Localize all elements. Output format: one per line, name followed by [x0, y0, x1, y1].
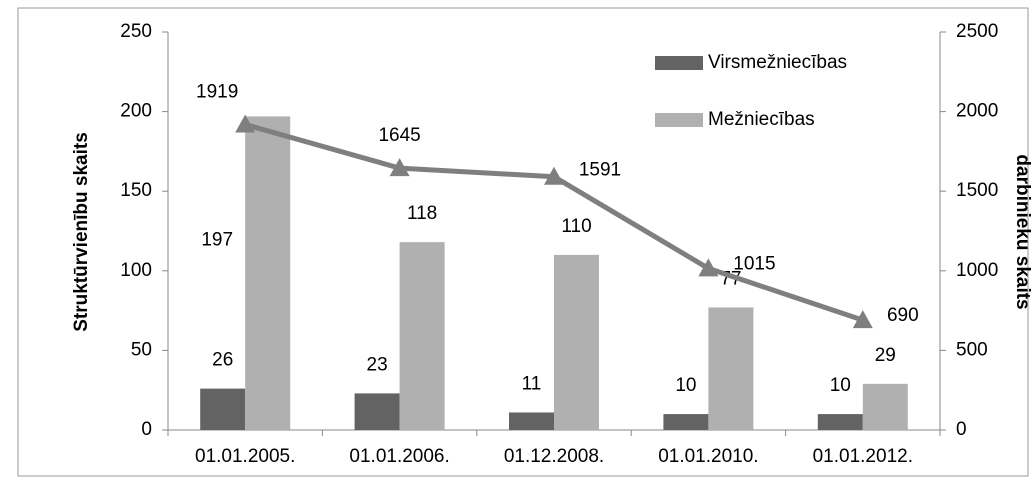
legend-label: Mežniecības	[708, 109, 815, 130]
y2-tick-label: 1000	[956, 260, 998, 281]
data-label: 1015	[733, 253, 775, 274]
bar	[354, 393, 400, 430]
line-marker	[235, 114, 256, 133]
x-tick-label: 01.01.2005.	[195, 446, 295, 467]
y-tick-label: 150	[120, 180, 152, 201]
y-tick-label: 100	[120, 260, 152, 281]
bar	[554, 254, 599, 430]
x-tick-label: 01.01.2010.	[658, 446, 758, 467]
y-tick-label: 0	[141, 419, 152, 440]
legend-swatch	[655, 113, 703, 127]
data-label: 110	[561, 216, 591, 237]
y2-tick-label: 500	[956, 339, 988, 360]
bar	[663, 414, 709, 430]
y2-tick-label: 1500	[956, 180, 998, 201]
data-label: 23	[367, 354, 388, 375]
bar	[862, 383, 908, 430]
x-tick-label: 01.01.2012.	[813, 446, 913, 467]
y-tick-label: 200	[120, 101, 152, 122]
chart-frame	[17, 7, 1029, 477]
bar	[708, 307, 754, 430]
bar	[399, 242, 445, 430]
y2-tick-label: 2000	[956, 101, 998, 122]
data-label: 1591	[579, 160, 621, 181]
line-marker	[389, 158, 410, 177]
data-label: 690	[887, 305, 919, 326]
bar	[817, 414, 863, 430]
data-label: 10	[830, 375, 851, 396]
legend-label: Virsmežniecības	[708, 52, 847, 73]
y2-tick-label: 2500	[956, 21, 998, 42]
y-axis-label: Struktūrvienību skaits	[71, 132, 92, 332]
x-tick-label: 01.01.2006.	[349, 446, 449, 467]
bar	[509, 412, 554, 430]
bar	[200, 388, 246, 430]
line-marker	[698, 258, 719, 277]
data-label: 10	[675, 375, 696, 396]
line-marker	[852, 310, 873, 329]
data-label: 197	[201, 229, 233, 250]
data-label: 1645	[378, 125, 420, 146]
legend-swatch	[655, 56, 703, 70]
data-label: 1919	[196, 82, 238, 103]
data-label: 29	[875, 345, 896, 366]
data-label: 26	[212, 350, 233, 371]
bar	[245, 116, 291, 430]
line-marker	[544, 166, 564, 185]
x-tick-label: 01.12.2008.	[504, 446, 604, 467]
y2-tick-label: 0	[956, 419, 967, 440]
y-tick-label: 250	[120, 21, 152, 42]
y2-axis-label: darbinieku skaits	[1012, 154, 1033, 309]
data-label: 11	[522, 374, 542, 395]
y-tick-label: 50	[131, 339, 152, 360]
data-label: 118	[407, 203, 437, 224]
